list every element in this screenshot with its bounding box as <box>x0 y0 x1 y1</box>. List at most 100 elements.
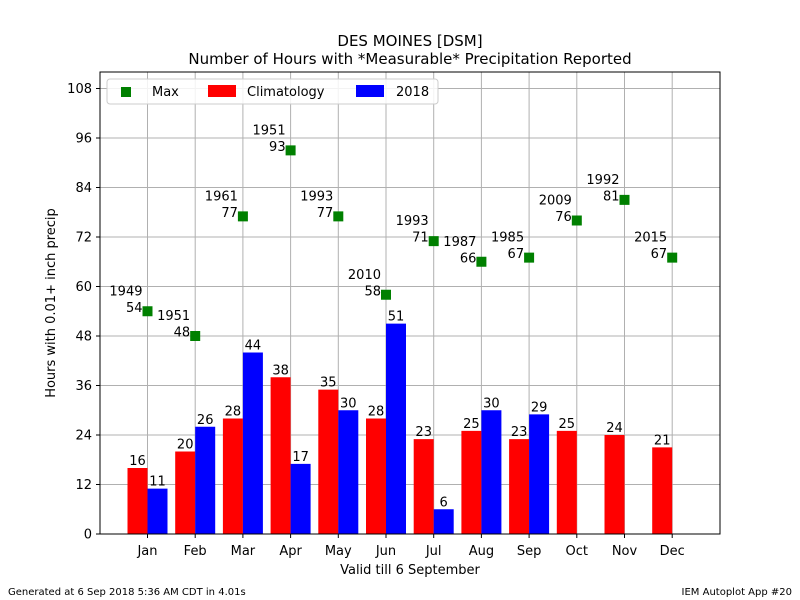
bar-2018 <box>529 414 550 534</box>
plot-frame <box>99 71 721 535</box>
bar-climatology <box>461 430 482 534</box>
bar-2018-label: 30 <box>340 396 357 411</box>
x-tick-label: Dec <box>660 544 685 559</box>
x-axis-label: Valid till 6 September <box>340 563 480 578</box>
bar-climatology <box>127 468 148 534</box>
max-year-label: 1992 <box>586 173 619 188</box>
max-marker <box>190 331 201 341</box>
x-tick-label: Oct <box>566 544 588 559</box>
max-value-label: 48 <box>174 326 191 341</box>
y-tick-label: 84 <box>75 181 92 196</box>
max-marker <box>142 306 153 317</box>
max-year-label: 1951 <box>253 123 286 138</box>
y-tick-label: 12 <box>75 478 92 493</box>
legend-swatch-2018 <box>356 85 384 97</box>
bar-2018 <box>290 463 311 534</box>
bar-2018 <box>147 488 168 534</box>
bar-2018 <box>195 426 216 534</box>
bar-climatology-label: 25 <box>559 417 576 432</box>
bar-2018-label: 6 <box>440 495 448 510</box>
bar-climatology <box>652 447 673 534</box>
bar-climatology <box>270 377 291 534</box>
max-marker <box>619 194 630 205</box>
max-marker <box>381 289 391 300</box>
y-tick-label: 108 <box>67 82 92 97</box>
max-value-label: 54 <box>126 301 143 316</box>
legend: Max Climatology 2018 <box>106 78 439 105</box>
max-year-label: 1951 <box>157 309 190 324</box>
max-year-label: 2010 <box>348 268 381 283</box>
max-value-label: 77 <box>317 206 334 221</box>
max-marker <box>428 236 439 247</box>
legend-swatch-max <box>121 87 131 97</box>
bar-climatology <box>175 451 196 534</box>
x-tick-label: Apr <box>279 544 302 559</box>
y-tick-label: 60 <box>75 280 92 295</box>
bar-climatology-label: 25 <box>463 417 480 432</box>
bar-climatology-label: 35 <box>320 376 337 391</box>
max-marker <box>524 252 535 263</box>
x-tick-label: Jul <box>425 544 442 559</box>
bar-2018 <box>386 323 406 534</box>
bar-2018 <box>433 509 454 534</box>
bar-climatology-label: 21 <box>654 433 671 448</box>
y-tick-label: 0 <box>84 528 92 543</box>
bar-2018-label: 29 <box>531 400 548 415</box>
max-value-label: 58 <box>364 284 381 299</box>
max-value-label: 77 <box>221 206 238 221</box>
bar-climatology-label: 23 <box>415 425 432 440</box>
axis-ticks: 0 12 24 36 48 60 72 84 96 108 Jan Feb Mar Apr May Jun Ju… <box>67 82 685 559</box>
max-marker <box>667 252 678 263</box>
max-value-label: 76 <box>555 210 572 225</box>
bar-climatology-label: 28 <box>225 405 242 420</box>
bar-climatology-label: 20 <box>177 438 194 453</box>
bar-climatology-label: 23 <box>511 425 528 440</box>
bar-2018-label: 17 <box>292 450 309 465</box>
legend-label-climatology: Climatology <box>247 85 325 100</box>
max-year-label: 2015 <box>634 231 667 246</box>
max-marker <box>333 211 344 222</box>
max-marker <box>285 145 296 156</box>
y-tick-label: 36 <box>75 379 92 394</box>
footer-left: Generated at 6 Sep 2018 5:36 AM CDT in 4… <box>8 587 246 598</box>
max-value-label: 67 <box>508 247 525 262</box>
bar-2018-label: 26 <box>197 413 214 428</box>
max-value-label: 71 <box>412 231 429 246</box>
max-markers <box>142 145 678 341</box>
max-marker <box>476 256 487 267</box>
max-value-label: 81 <box>603 189 620 204</box>
bars <box>127 323 673 534</box>
legend-label-max: Max <box>152 85 179 100</box>
x-tick-label: Aug <box>469 544 494 559</box>
max-value-label: 93 <box>269 140 286 155</box>
bar-climatology <box>318 389 339 534</box>
x-tick-label: Jun <box>375 544 396 559</box>
x-tick-label: Nov <box>612 544 638 559</box>
max-marker <box>237 211 248 222</box>
max-year-label: 1993 <box>300 189 333 204</box>
chart-subtitle: Number of Hours with *Measurable* Precip… <box>188 50 631 68</box>
chart-title: DES MOINES [DSM] <box>337 32 482 50</box>
legend-swatch-climatology <box>208 85 236 97</box>
x-tick-label: May <box>325 544 352 559</box>
bar-2018-label: 51 <box>388 310 405 325</box>
max-year-label: 1961 <box>205 189 238 204</box>
bar-climatology-label: 38 <box>272 363 289 378</box>
bar-2018 <box>338 410 359 534</box>
bar-climatology-label: 16 <box>129 454 146 469</box>
x-tick-label: Mar <box>231 544 256 559</box>
bar-climatology <box>509 439 530 534</box>
max-marker <box>571 215 582 226</box>
bar-climatology <box>366 418 386 534</box>
bar-2018-label: 44 <box>245 339 262 354</box>
bar-2018 <box>242 352 263 534</box>
bar-2018 <box>481 410 502 534</box>
bar-climatology <box>604 435 625 534</box>
bar-2018-label: 11 <box>149 475 166 490</box>
max-year-label: 1993 <box>396 214 429 229</box>
y-tick-label: 96 <box>75 132 92 147</box>
bar-climatology-label: 28 <box>368 405 385 420</box>
x-tick-label: Jan <box>136 544 157 559</box>
max-value-label: 66 <box>460 251 477 266</box>
